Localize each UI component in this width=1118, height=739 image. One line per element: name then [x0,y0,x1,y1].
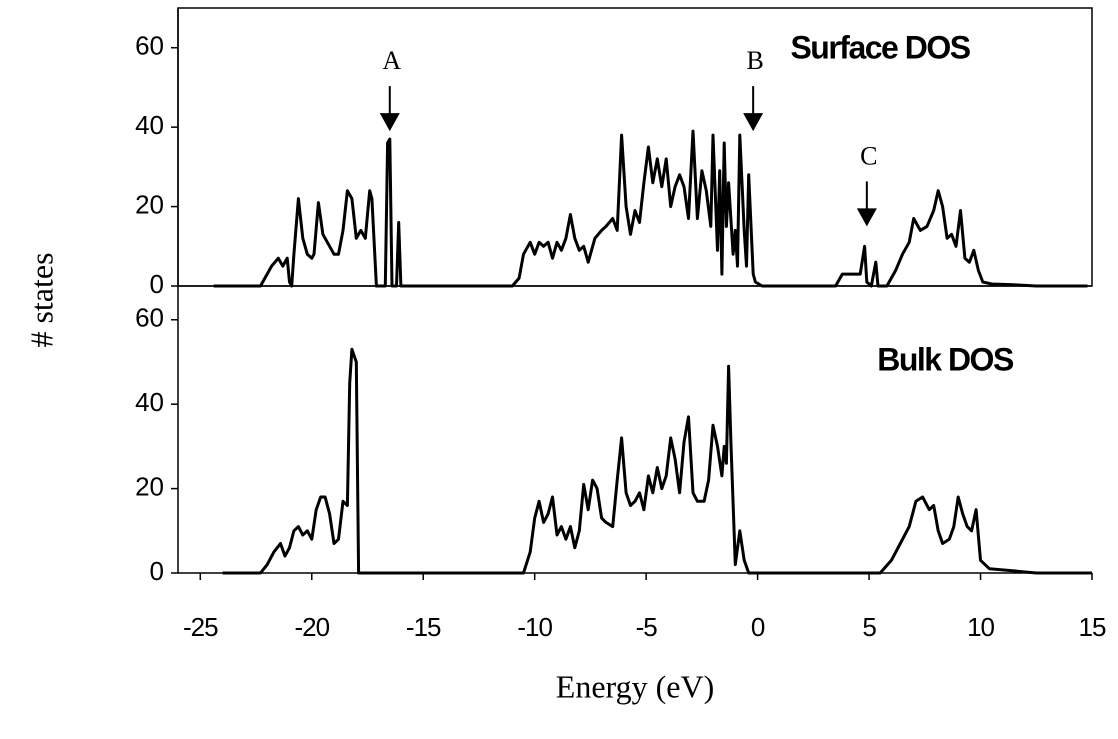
y-axis-label: # states [23,252,59,347]
x-tick-label: 0 [751,612,765,642]
x-tick-label: 15 [1079,612,1106,642]
annotation-label: B [746,46,763,75]
annotation-label: C [860,141,877,170]
y-tick-label: 20 [135,189,164,219]
y-tick-label: 40 [135,387,164,417]
x-axis-label: Energy (eV) [556,668,714,704]
y-tick-label: 40 [135,110,164,140]
x-tick-label: 5 [862,612,876,642]
y-tick-label: 20 [135,471,164,501]
x-tick-label: 10 [967,612,994,642]
arrow-head [379,113,400,132]
x-tick-label: -10 [517,612,552,642]
arrow-head [743,113,764,132]
panel-label: Bulk DOS [877,341,1014,377]
y-tick-label: 60 [135,31,164,61]
y-tick-label: 60 [135,303,164,333]
x-tick-label: -5 [636,612,658,642]
annotation-label: A [382,46,401,75]
x-tick-label: -20 [294,612,329,642]
y-tick-label: 0 [150,556,164,586]
y-tick-label: 0 [150,269,164,299]
x-tick-label: -25 [183,612,218,642]
x-tick-label: -15 [406,612,441,642]
panel-label: Surface DOS [790,29,970,65]
dos-line [213,129,1088,288]
dos-line [222,347,1092,575]
arrow-head [856,208,877,227]
